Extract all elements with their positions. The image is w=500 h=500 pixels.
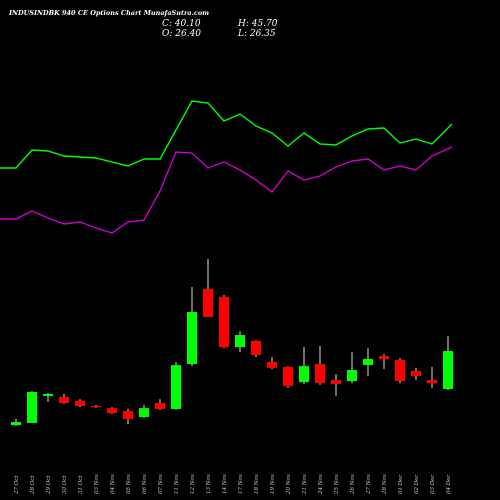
candle-19-nov: [267, 357, 277, 369]
candle-body-up: [11, 422, 21, 426]
open-readout: O: 26.40: [162, 29, 202, 39]
date-label: 28 Oct: [30, 475, 36, 495]
date-label: 19 Nov: [270, 473, 276, 494]
candle-11-nov: [171, 362, 181, 410]
candle-body-up: [299, 366, 309, 383]
candle-03-nov: [91, 405, 101, 409]
candle-body-down: [155, 403, 165, 409]
candle-06-nov: [139, 405, 149, 418]
candle-02-dec: [411, 367, 421, 380]
candle-body-down: [123, 411, 133, 419]
candle-body-down: [107, 408, 117, 413]
candle-body-down: [411, 371, 421, 376]
candle-28-oct: [27, 391, 37, 423]
candle-27-oct: [11, 418, 21, 426]
candle-body-down: [331, 380, 341, 384]
candle-body-up: [43, 394, 53, 396]
candle-body-up: [363, 358, 373, 365]
candle-body-down: [379, 356, 389, 359]
date-label: 07 Nov: [158, 473, 164, 494]
date-label: 20 Nov: [286, 473, 292, 495]
date-label: 27 Nov: [366, 473, 372, 495]
date-label: 17 Nov: [238, 473, 244, 494]
candle-17-nov: [235, 331, 245, 352]
low-readout: L: 26.35: [238, 29, 276, 39]
chart-title: INDUSINDBK 940 CE Options Chart MunafaSu…: [9, 9, 210, 17]
candle-05-nov: [123, 408, 133, 425]
date-label: 02 Dec: [414, 475, 420, 495]
candle-20-nov: [283, 366, 293, 388]
candle-25-nov: [331, 374, 341, 396]
candle-12-nov: [187, 287, 197, 367]
date-label: 12 Nov: [190, 473, 196, 494]
candle-31-oct: [75, 399, 85, 408]
date-label: 29 Oct: [46, 475, 52, 495]
candle-body-down: [267, 362, 277, 368]
date-label: 28 Nov: [382, 473, 388, 495]
candle-body-up: [187, 312, 197, 364]
ma-fast-line: [0, 100, 453, 169]
candle-body-down: [91, 406, 101, 407]
high-readout: H: 45.70: [238, 19, 278, 29]
candle-body-down: [395, 360, 405, 382]
candle-29-oct: [43, 392, 53, 402]
candle-body-down: [427, 380, 437, 384]
candle-27-nov: [363, 348, 373, 376]
ma-slow-line: [0, 146, 453, 234]
date-label: 03 Nov: [94, 473, 100, 494]
date-label: 27 Oct: [14, 475, 20, 495]
candle-body-down: [203, 289, 213, 317]
candle-body-up: [347, 370, 357, 382]
candle-body-up: [27, 391, 37, 423]
candle-24-nov: [315, 346, 325, 385]
date-label: 13 Nov: [206, 473, 212, 494]
candle-13-nov: [203, 259, 213, 317]
date-label: 21 Nov: [302, 473, 308, 495]
date-label: 30 Oct: [62, 475, 68, 494]
candle-03-dec: [427, 366, 437, 388]
candle-21-nov: [299, 347, 309, 384]
candle-07-nov: [155, 399, 165, 410]
candle-body-up: [443, 350, 453, 389]
candle-body-up: [235, 335, 245, 348]
date-label: 04 Nov: [110, 473, 116, 494]
candle-01-dec: [395, 357, 405, 384]
date-label: 24 Nov: [318, 473, 324, 495]
date-label-layer: 27 Oct 28 Oct 29 Oct 30 Oct 31 Oct 03 Nov 04 N…: [14, 473, 452, 495]
date-label: 11 Nov: [174, 473, 180, 494]
close-readout: C: 40.10: [162, 19, 201, 29]
date-label: 25 Nov: [334, 473, 340, 495]
moving-average-layer: [0, 100, 453, 234]
candle-body-down: [283, 366, 293, 386]
candle-04-dec: [443, 336, 453, 391]
date-label: 31 Oct: [78, 475, 84, 494]
candle-body-down: [251, 340, 261, 355]
candle-28-nov: [379, 354, 389, 369]
date-label: 01 Dec: [398, 475, 404, 495]
candle-04-nov: [107, 407, 117, 414]
date-label: 18 Nov: [254, 473, 260, 494]
date-label: 03 Dec: [430, 475, 436, 495]
candle-26-nov: [347, 352, 357, 384]
date-label: 26 Nov: [350, 473, 356, 495]
candle-14-nov: [219, 295, 229, 349]
candle-body-up: [171, 365, 181, 409]
candle-18-nov: [251, 340, 261, 358]
date-label: 04 Dec: [446, 475, 452, 495]
candle-layer: [11, 259, 453, 426]
candle-body-down: [315, 364, 325, 383]
date-label: 05 Nov: [126, 473, 132, 494]
date-label: 06 Nov: [142, 473, 148, 494]
candle-body-down: [219, 297, 229, 348]
candle-body-up: [139, 408, 149, 418]
candle-body-down: [59, 397, 69, 403]
candle-30-oct: [59, 394, 69, 404]
date-label: 14 Nov: [222, 473, 228, 494]
candle-body-down: [75, 400, 85, 406]
